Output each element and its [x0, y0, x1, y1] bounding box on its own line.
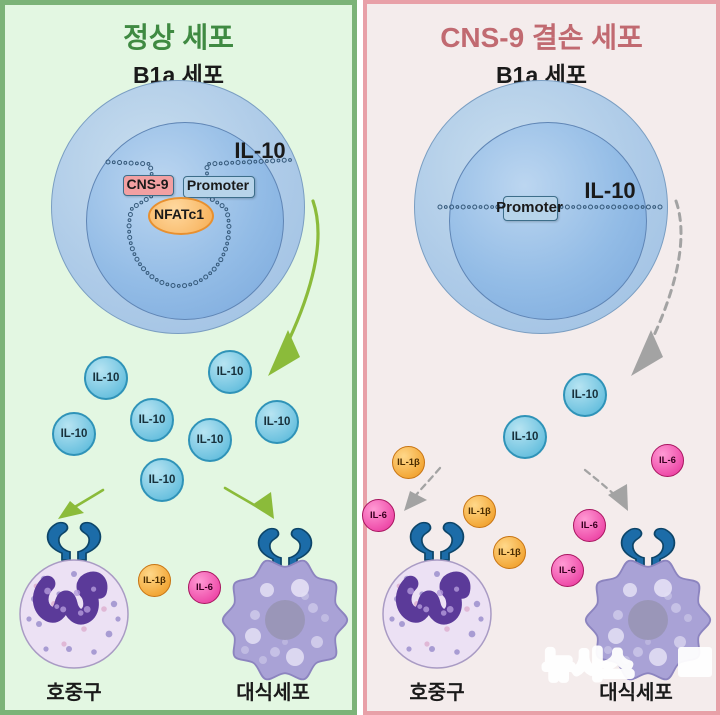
svg-text:뉴시스: 뉴시스: [544, 647, 632, 683]
